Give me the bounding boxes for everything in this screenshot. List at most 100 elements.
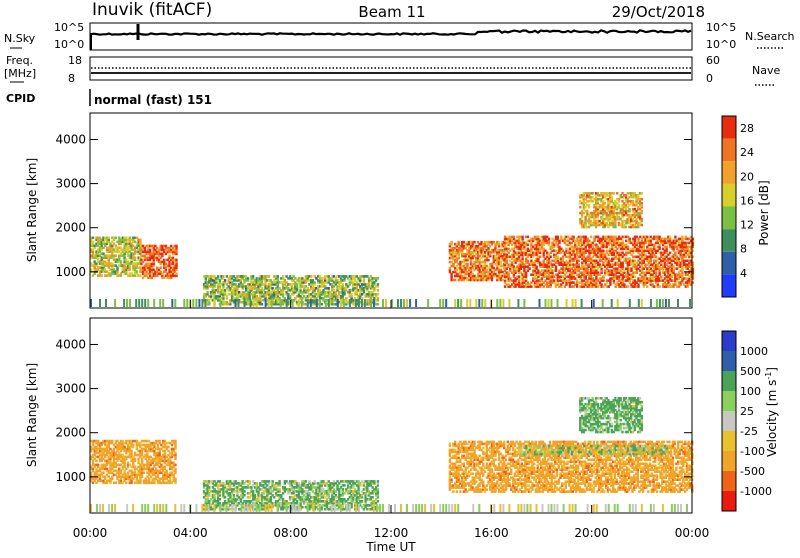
echo-cell [555, 265, 557, 268]
echo-cell [669, 236, 671, 239]
echo-cell [130, 450, 132, 453]
echo-cell [343, 299, 345, 307]
echo-cell [286, 299, 288, 307]
echo-cell [328, 287, 330, 290]
echo-cell [466, 299, 468, 307]
echo-cell [496, 299, 498, 307]
echo-cell [527, 244, 529, 247]
noise-panel [90, 23, 692, 50]
echo-cell [298, 299, 300, 307]
nave-label: Nave [752, 64, 780, 77]
echo-cell [602, 250, 604, 253]
echo-cell [539, 299, 541, 307]
echo-cell [250, 299, 252, 307]
echo-cell [370, 299, 372, 307]
echo-cell [397, 299, 399, 307]
echo-cell [442, 299, 444, 307]
echo-cell [310, 275, 312, 278]
echo-cell [503, 273, 505, 276]
noise-trace [91, 30, 691, 34]
echo-cell [345, 297, 347, 300]
echo-cell [316, 299, 318, 307]
cpid-value: normal (fast) 151 [94, 93, 212, 107]
echo-cell [301, 299, 303, 307]
echo-cell [581, 299, 583, 307]
echo-cell [527, 236, 529, 239]
echo-cell [409, 299, 411, 307]
echo-cell [171, 299, 173, 307]
echo-cell [498, 241, 500, 244]
echo-cell [319, 299, 321, 307]
echo-cell [195, 299, 197, 307]
echo-cell [406, 299, 408, 307]
echo-cell [256, 299, 258, 307]
echo-cell [586, 210, 588, 213]
echo-cell [361, 299, 363, 307]
echo-cell [159, 299, 161, 307]
echo-cell [125, 482, 127, 485]
echo-cell [460, 299, 462, 307]
echo-cell [136, 270, 138, 273]
echo-cell [618, 204, 620, 207]
echo-cell [539, 256, 541, 259]
echo-cell [674, 236, 676, 239]
echo-cell [97, 464, 99, 467]
echo-cell [579, 206, 581, 209]
echo-cell [310, 299, 312, 307]
echo-cell [513, 236, 515, 239]
echo-cell [641, 202, 643, 205]
echo-cell [114, 299, 116, 307]
echo-cell [108, 237, 110, 240]
echo-cell [536, 265, 538, 268]
echo-cell [572, 236, 574, 239]
echo-cell [162, 299, 164, 307]
frequency-panel [90, 57, 692, 80]
echo-cell [350, 293, 352, 296]
echo-cell [629, 299, 631, 307]
echo-cell [439, 299, 441, 307]
echo-cell [217, 275, 219, 278]
echo-cell [175, 273, 177, 276]
echo-cell [134, 256, 136, 259]
echo-cell [139, 239, 141, 242]
echo-cell [265, 299, 267, 307]
echo-cell [668, 299, 670, 307]
echo-cell [101, 274, 103, 277]
echo-cell [377, 297, 379, 300]
echo-cell [134, 458, 136, 461]
echo-cell [518, 275, 520, 278]
echo-cell [499, 299, 501, 307]
echo-cell [222, 275, 224, 278]
echo-cell [342, 283, 344, 286]
echo-cell [551, 299, 553, 307]
echo-cell [340, 299, 342, 307]
echo-cell [377, 293, 379, 296]
freq-left-tick-top: 18 [68, 54, 82, 67]
echo-cell [271, 299, 273, 307]
echo-cell [653, 285, 655, 288]
echo-cell [578, 263, 580, 266]
echo-cell [143, 472, 145, 475]
echo-cell [261, 303, 263, 306]
echo-cell [129, 299, 131, 307]
echo-cell [591, 192, 593, 195]
noise-right-tick-top: 10^5 [706, 21, 736, 34]
echo-cell [126, 299, 128, 307]
echo-cell [277, 275, 279, 278]
echo-cell [572, 299, 574, 307]
echo-cell [183, 299, 185, 307]
echo-cell [141, 299, 143, 307]
echo-cell [175, 259, 177, 262]
echo-cell [400, 299, 402, 307]
echo-cell [358, 299, 360, 307]
echo-cell [665, 299, 667, 307]
echo-cell [560, 236, 562, 239]
echo-cell [466, 263, 468, 266]
echo-cell [92, 241, 94, 244]
y-tick-label: 4000 [55, 132, 86, 146]
echo-cell [677, 299, 679, 307]
date-title: 29/Oct/2018 [612, 3, 705, 21]
echo-cell [206, 291, 208, 294]
echo-cell [689, 299, 691, 307]
